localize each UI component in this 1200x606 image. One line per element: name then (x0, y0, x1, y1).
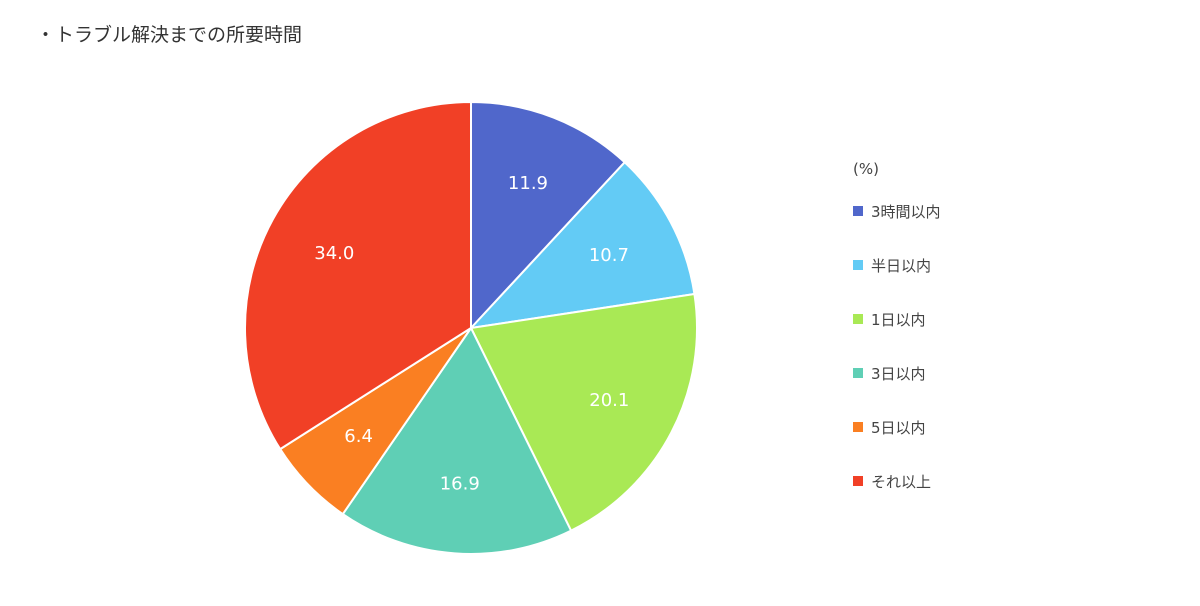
legend-swatch-icon (853, 368, 863, 378)
pie-slice-1 (470, 100, 627, 331)
legend-label: 5日以内 (871, 418, 926, 437)
legend-label: 1日以内 (871, 310, 926, 329)
legend-item-4[interactable]: 3日以内 (853, 362, 941, 384)
legend-swatch-icon (853, 314, 863, 324)
pie-slice-2 (468, 160, 696, 330)
slice-value-label-2: 10.7 (589, 245, 629, 266)
slice-value-label-1: 11.9 (508, 173, 548, 194)
legend-item-2[interactable]: 半日以内 (853, 254, 941, 276)
legend-swatch-icon (853, 260, 863, 270)
legend-swatch-icon (853, 206, 863, 216)
legend-label: 3日以内 (871, 364, 926, 383)
slice-value-label-6: 34.0 (314, 243, 354, 264)
legend-item-5[interactable]: 5日以内 (853, 416, 941, 438)
pie-slice-4 (341, 326, 573, 555)
slice-value-label-5: 6.4 (344, 426, 373, 447)
legend-item-1[interactable]: 3時間以内 (853, 200, 941, 222)
legend-label: それ以上 (871, 472, 932, 491)
legend-label: 半日以内 (871, 256, 932, 275)
legend-swatch-icon (853, 476, 863, 486)
pie-slice-3 (469, 292, 698, 532)
pie-slice-6 (244, 100, 472, 451)
slice-value-label-4: 16.9 (440, 474, 480, 495)
legend-label: 3時間以内 (871, 202, 941, 221)
legend-item-3[interactable]: 1日以内 (853, 308, 941, 330)
legend: (%) 3時間以内半日以内 1日以内 3日以内 5日以内それ以上 (853, 158, 941, 524)
chart-title: ・トラブル解決までの所要時間 (36, 24, 303, 46)
slice-value-label-3: 20.1 (589, 390, 629, 411)
legend-unit-label: (%) (853, 160, 879, 178)
legend-item-6[interactable]: それ以上 (853, 470, 941, 492)
legend-swatch-icon (853, 422, 863, 432)
